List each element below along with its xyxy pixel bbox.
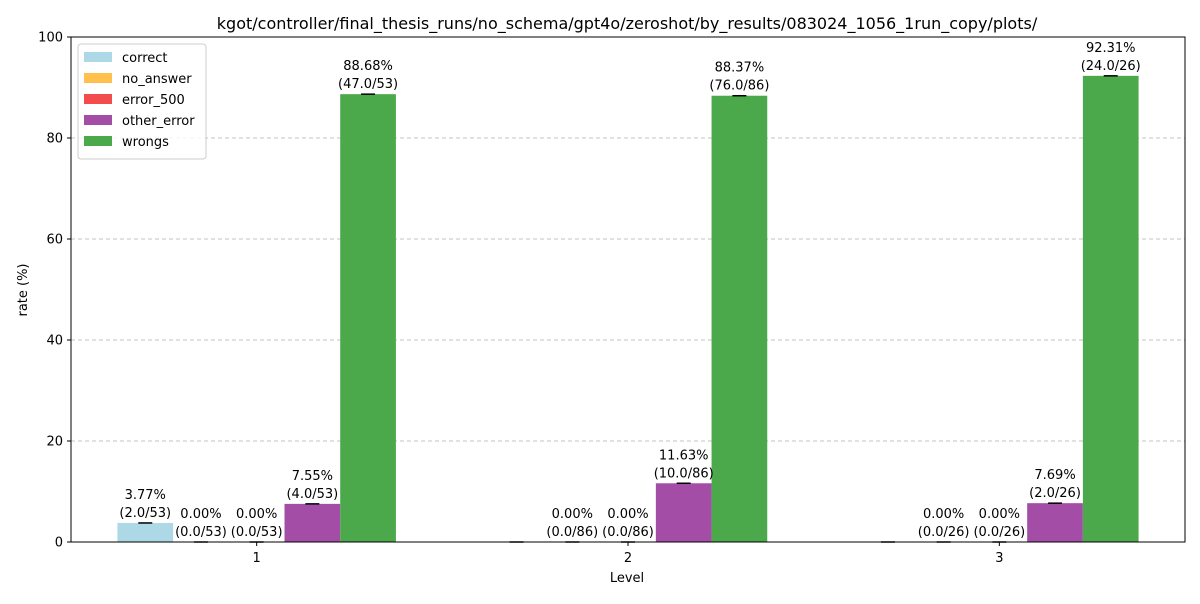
data-label-count: (0.0/86)	[602, 525, 654, 540]
data-label-percent: 88.37%	[715, 61, 765, 76]
bar-correct-level-1	[117, 522, 174, 542]
legend-label-correct: correct	[122, 51, 168, 66]
axes-group: 0 20 40 60 80 100 1 2 3	[38, 31, 1186, 566]
y-tick-label: 20	[46, 435, 63, 450]
data-label-percent: 3.77%	[125, 488, 166, 503]
data-label-percent: 0.00%	[979, 507, 1020, 522]
bar-other_error-level-1	[284, 503, 341, 542]
data-label-count: (0.0/53)	[231, 525, 283, 540]
y-tick-label: 40	[46, 334, 63, 349]
legend-swatch-error_500	[84, 94, 112, 104]
data-label-count: (2.0/53)	[119, 506, 171, 521]
data-label-percent: 7.55%	[292, 469, 333, 484]
bar-wrongs-level-1	[340, 94, 396, 542]
data-labels-group: 3.77% (2.0/53) 0.00% (0.0/53) 0.00% (0.0/86) 0…	[119, 41, 1140, 540]
data-label-count: (4.0/53)	[286, 487, 338, 502]
bar-wrongs-level-3	[1082, 75, 1139, 542]
bar-other_error-level-3	[1027, 503, 1083, 542]
data-label-percent: 92.31%	[1086, 41, 1136, 56]
data-label-percent: 11.63%	[659, 448, 709, 463]
data-label-percent: 0.00%	[607, 507, 648, 522]
y-tick-label: 60	[46, 233, 63, 248]
legend: correct no_answer error_500 other_errorwron…	[77, 43, 207, 160]
data-label-count: (10.0/86)	[654, 466, 714, 481]
data-label-count: (0.0/26)	[918, 525, 970, 540]
data-label-count: (76.0/86)	[709, 79, 769, 94]
legend-label-error_500: error_500	[122, 93, 185, 108]
chart-title: kgot/controller/final_thesis_runs/no_sch…	[217, 14, 1038, 34]
bar-wrongs-level-2	[711, 95, 768, 542]
legend-label-other_error: other_error	[122, 114, 195, 129]
y-tick-label: 0	[55, 536, 63, 551]
data-label-count: (0.0/53)	[175, 525, 227, 540]
y-tick-label: 80	[46, 132, 63, 147]
data-label-count: (24.0/26)	[1081, 59, 1141, 74]
plot-frame	[70, 36, 1186, 543]
y-tick-label: 100	[38, 31, 63, 46]
grid-lines	[71, 137, 1185, 442]
data-label-percent: 7.69%	[1034, 468, 1075, 483]
legend-label-no_answer: no_answer	[122, 72, 192, 87]
data-label-percent: 88.68%	[343, 59, 393, 74]
legend-swatch-correct	[84, 52, 112, 62]
legend-swatch-other_error	[84, 115, 112, 125]
data-label-count: (47.0/53)	[338, 77, 398, 92]
data-label-percent: 0.00%	[923, 507, 964, 522]
bars-group	[117, 75, 1139, 543]
y-axis-label: rate (%)	[16, 263, 31, 316]
legend-box	[77, 43, 207, 160]
data-label-count: (0.0/26)	[973, 525, 1025, 540]
legend-label-wrongs: wrongs	[122, 135, 169, 150]
legend-swatch-wrongs	[84, 136, 112, 146]
x-tick-label: 2	[624, 551, 632, 566]
data-label-percent: 0.00%	[236, 507, 277, 522]
data-label-count: (2.0/26)	[1029, 486, 1081, 501]
data-label-percent: 0.00%	[180, 507, 221, 522]
x-axis-label: Level	[610, 571, 644, 586]
bar-other_error-level-2	[655, 483, 712, 542]
x-tick-label: 3	[995, 551, 1003, 566]
data-label-count: (0.0/86)	[546, 525, 598, 540]
legend-swatch-no_answer	[84, 73, 112, 83]
x-tick-label: 1	[253, 551, 261, 566]
data-label-percent: 0.00%	[552, 507, 593, 522]
